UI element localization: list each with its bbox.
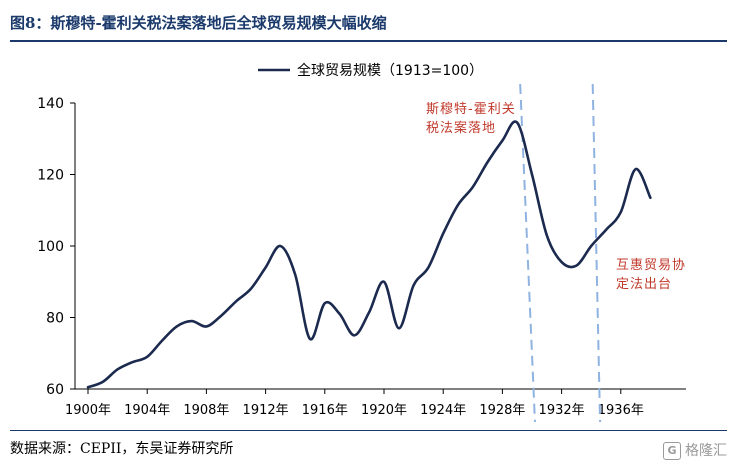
x-tick-label: 1928年 <box>479 403 525 418</box>
y-tick-label: 140 <box>37 96 64 112</box>
title-rule <box>10 40 727 42</box>
x-tick-label: 1912年 <box>243 403 289 418</box>
y-tick-label: 100 <box>37 239 64 255</box>
series-line-trade-volume <box>86 120 652 389</box>
annotation-reciprocal-trade-line2: 定法出台 <box>616 277 673 292</box>
x-tick-label: 1904年 <box>124 403 170 418</box>
footer-rule <box>10 430 727 431</box>
x-tick-label: 1900年 <box>65 403 111 418</box>
y-tick-label: 120 <box>37 168 64 184</box>
figure-title: 图8：斯穆特-霍利关税法案落地后全球贸易规模大幅收缩 <box>10 14 387 32</box>
watermark-logo-icon: G <box>663 442 681 460</box>
event-dashed-lines <box>519 83 602 423</box>
chart-axes: 60 80 100 120 140 1900年 1904年 1908年 1912年 1916年 19… <box>37 96 686 418</box>
x-tick-label: 1936年 <box>598 403 644 418</box>
event-dashed-line <box>591 83 602 423</box>
annotation-smoot-hawley-line1: 斯穆特-霍利关 <box>426 102 516 117</box>
watermark-text: 格隆汇 <box>685 443 727 459</box>
x-tick-label: 1908年 <box>183 403 229 418</box>
x-tick-label: 1916年 <box>302 403 348 418</box>
line-chart: 60 80 100 120 140 1900年 1904年 1908年 1912年 1916年 19… <box>37 62 686 423</box>
x-tick-label: 1924年 <box>420 403 466 418</box>
chart-legend: 全球贸易规模（1913=100） <box>258 62 483 79</box>
data-source: 数据来源：CEPII，东吴证券研究所 <box>10 441 234 457</box>
x-tick-label: 1932年 <box>539 403 585 418</box>
legend-label: 全球贸易规模（1913=100） <box>297 62 483 79</box>
watermark: G 格隆汇 <box>663 440 727 462</box>
annotation-reciprocal-trade: 互惠贸易协 定法出台 <box>616 256 686 294</box>
y-tick-label: 80 <box>46 311 64 327</box>
y-tick-label: 60 <box>46 382 64 398</box>
annotation-smoot-hawley: 斯穆特-霍利关 税法案落地 <box>426 100 516 138</box>
x-tick-label: 1920年 <box>361 403 407 418</box>
annotation-reciprocal-trade-line1: 互惠贸易协 <box>616 258 687 273</box>
annotation-smoot-hawley-line2: 税法案落地 <box>426 121 497 136</box>
